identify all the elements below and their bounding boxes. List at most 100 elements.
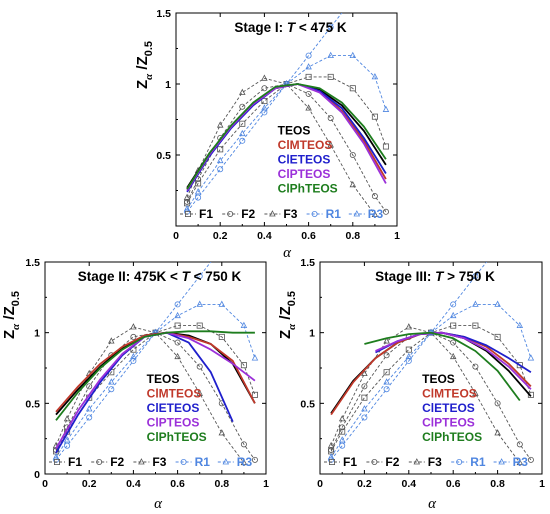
model-curve-r3: [186, 55, 387, 210]
model-marker-r1: [383, 386, 390, 393]
model-legend-marker: [353, 210, 361, 217]
model-legend-label: F2: [385, 455, 399, 469]
model-marker-r1: [339, 442, 346, 449]
plot-area: [52, 262, 259, 466]
y-axis-label-z: Z: [1, 330, 18, 339]
model-marker-r3: [130, 352, 137, 360]
x-tick-label: 0.2: [82, 478, 97, 490]
model-marker-f3: [371, 210, 379, 218]
model-marker-f1: [305, 73, 312, 80]
y-axis-label-half: 0.5: [143, 41, 155, 56]
model-marker-r3: [261, 104, 268, 111]
model-marker-f1: [174, 322, 181, 329]
y-axis-label-z: Z: [277, 330, 294, 339]
legend-entry: ClPTEOS: [278, 167, 331, 181]
chart-title-part: < 750 K: [190, 269, 242, 284]
model-legend-marker: [54, 458, 61, 465]
model-marker-f2: [196, 363, 203, 370]
chart-panel-3: 0 0.2 0.4 0.6 0.8 1 0.5 1 1.5 Stage III: T > 750 …: [277, 217, 545, 512]
y-axis-label-alpha: α: [10, 323, 22, 330]
model-marker-f1: [383, 369, 390, 376]
model-marker-r1: [472, 273, 479, 280]
model-marker-f1: [405, 346, 412, 353]
model-marker-f3: [63, 415, 71, 422]
model-marker-f3: [239, 88, 246, 95]
model-marker-f1: [251, 391, 258, 398]
legend-entry: ClPhTEOS: [147, 430, 207, 444]
model-marker-f2: [361, 383, 368, 390]
model-marker-f1: [339, 428, 346, 435]
chart-title-part: Stage I:: [234, 20, 287, 35]
model-legend-label: F1: [68, 455, 82, 469]
model-marker-f1: [371, 113, 378, 120]
model-marker-f2: [251, 456, 258, 463]
model-marker-f3: [472, 389, 479, 396]
model-marker-r1: [108, 386, 115, 393]
model-legend-label: F3: [152, 455, 166, 469]
model-curve-r3: [330, 303, 532, 458]
plot-area: [327, 217, 535, 466]
model-marker-r1: [239, 137, 246, 144]
x-tick-label: 0.8: [345, 230, 360, 242]
y-axis-label: Zα /Z0.5: [134, 41, 155, 89]
y-tick-label: 0.5: [156, 150, 171, 162]
model-marker-f2: [327, 115, 334, 122]
model-marker-f1: [494, 333, 501, 340]
chart-title-part: T: [182, 269, 192, 284]
model-marker-f2: [349, 151, 356, 158]
model-marker-r3: [218, 300, 226, 307]
y-tick-label: 1: [165, 79, 171, 91]
model-marker-f1: [261, 98, 268, 105]
x-tick-label: 0.4: [401, 478, 416, 490]
series-line-clphteos: [55, 330, 255, 421]
model-marker-f1: [218, 333, 225, 340]
model-marker-r3: [327, 51, 334, 58]
model-marker-f2: [472, 363, 479, 370]
model-legend-marker: [222, 458, 230, 465]
model-marker-f2: [383, 352, 390, 359]
model-marker-f2: [382, 208, 389, 215]
y-axis-label-slash: /Z: [1, 306, 18, 324]
model-marker-r3: [383, 378, 390, 385]
model-marker-f1: [527, 391, 534, 398]
model-legend-marker: [138, 458, 145, 465]
x-tick-label: 0.4: [126, 478, 141, 490]
model-marker-f2: [305, 90, 312, 97]
model-marker-r3: [494, 300, 501, 307]
model-marker-r3: [349, 51, 357, 58]
legend-entry: ClETEOS: [278, 152, 331, 166]
y-tick-label: 1: [309, 328, 315, 340]
model-marker-f1: [327, 73, 334, 80]
model-marker-r1: [217, 166, 224, 173]
model-marker-r1: [350, 0, 355, 1]
chart-title-part: < 475 K: [295, 20, 347, 35]
chart-title-part: Stage III:: [375, 269, 435, 284]
model-marker-r3: [361, 405, 368, 412]
model-marker-r3: [85, 405, 93, 412]
model-marker-r3: [216, 156, 224, 164]
y-tick-label: 1.5: [300, 257, 315, 269]
y-tick-label: 1: [34, 328, 40, 340]
model-marker-r1: [517, 217, 522, 222]
model-marker-f2: [371, 193, 378, 200]
model-legend-marker: [311, 210, 318, 217]
model-legend-label: F1: [343, 455, 357, 469]
model-legend-marker: [227, 210, 234, 217]
model-legend-marker: [456, 458, 463, 465]
model-marker-r3: [527, 354, 535, 361]
x-tick-label: 0.8: [490, 478, 505, 490]
model-marker-f3: [130, 323, 137, 330]
model-marker-r1: [361, 414, 368, 421]
model-legend-label: R1: [326, 207, 342, 221]
model-marker-r3: [338, 436, 346, 443]
model-marker-f3: [261, 74, 268, 81]
chart-title: Stage III: T > 750 K: [375, 269, 495, 284]
chart-title: Stage I: T < 475 K: [234, 20, 346, 35]
x-axis-label: α: [283, 245, 292, 261]
x-tick-label: 0.6: [301, 230, 316, 242]
model-marker-r3: [174, 311, 181, 319]
model-marker-f3: [218, 429, 226, 436]
model-marker-r3: [194, 188, 202, 195]
model-legend-label: R1: [470, 455, 486, 469]
